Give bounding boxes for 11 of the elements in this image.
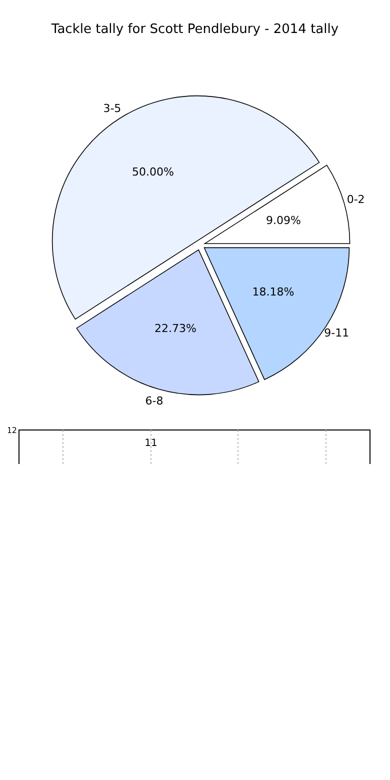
slice-label: 0-2	[346, 192, 365, 206]
text: 12	[6, 426, 17, 435]
data-label: 22.73%	[154, 322, 196, 335]
slice-label: 6-8	[145, 394, 164, 408]
data-label: 18.18%	[252, 286, 294, 299]
text: 11	[144, 438, 158, 449]
slice-label: 9-11	[324, 326, 350, 340]
data-label: 50.00%	[132, 165, 174, 178]
data-label: 9.09%	[266, 214, 301, 227]
slice-label: 3-5	[103, 102, 122, 115]
chart-title: Tackle tally for Scott Pendlebury - 2014 tally	[50, 21, 340, 39]
